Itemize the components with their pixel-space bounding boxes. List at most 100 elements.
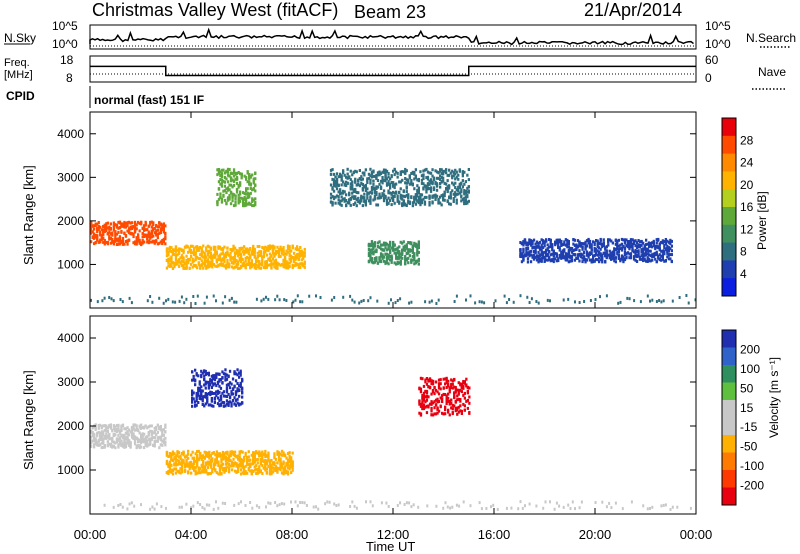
heatmap-cell	[578, 253, 581, 257]
heatmap-cell	[658, 253, 661, 257]
heatmap-cell	[430, 392, 433, 396]
heatmap-cell	[224, 466, 228, 470]
colorbar-tick-label: 50	[740, 381, 754, 395]
heatmap-cell	[551, 243, 554, 247]
heatmap-cell	[372, 186, 375, 190]
heatmap-cell	[111, 444, 114, 448]
heatmap-cell	[268, 461, 272, 465]
heatmap-cell	[421, 401, 424, 405]
heatmap-cell	[199, 503, 202, 506]
heatmap-cell	[286, 250, 290, 254]
heatmap-cell	[117, 433, 120, 437]
heatmap-cell	[283, 257, 287, 261]
heatmap-cell	[194, 251, 197, 255]
heatmap-cell	[434, 182, 437, 186]
heatmap-cell	[205, 462, 208, 465]
heatmap-cell	[238, 375, 241, 379]
heatmap-cell	[228, 369, 232, 373]
heatmap-cell	[228, 168, 231, 171]
heatmap-cell	[399, 187, 402, 191]
heatmap-cell	[598, 251, 601, 255]
heatmap-cell	[360, 299, 363, 303]
heatmap-cell	[667, 246, 670, 250]
heatmap-cell	[449, 171, 452, 175]
heatmap-cell	[162, 222, 165, 226]
heatmap-cell	[283, 264, 287, 268]
heatmap-cell	[173, 253, 176, 256]
heatmap-cell	[389, 244, 392, 248]
heatmap-cell	[422, 398, 426, 402]
heatmap-cell	[182, 260, 185, 264]
heatmap-cell	[596, 242, 599, 246]
heatmap-cell	[90, 231, 93, 235]
heatmap-cell	[417, 246, 420, 249]
heatmap-cell	[401, 197, 404, 201]
heatmap-cell	[247, 459, 250, 462]
heatmap-cell	[334, 181, 337, 185]
heatmap-cell	[280, 453, 284, 457]
heatmap-cell	[440, 175, 443, 179]
heatmap-cell	[399, 255, 402, 259]
heatmap-cell	[132, 436, 135, 440]
heatmap-cell	[421, 407, 424, 411]
heatmap-cell	[197, 468, 200, 472]
heatmap-cell	[296, 263, 299, 267]
heatmap-cell	[390, 181, 393, 184]
power-cbar-label: Power [dB]	[755, 191, 769, 250]
heatmap-cell	[240, 468, 243, 472]
heatmap-cell	[445, 402, 448, 405]
heatmap-cell	[454, 388, 457, 391]
heatmap-cell	[238, 403, 241, 407]
heatmap-cell	[369, 201, 372, 205]
heatmap-cell	[631, 245, 634, 248]
heatmap-cell	[117, 242, 120, 246]
heatmap-cell	[456, 407, 459, 411]
heatmap-cell	[358, 184, 361, 188]
heatmap-cell	[648, 249, 651, 253]
heatmap-cell	[228, 188, 231, 192]
heatmap-cell	[206, 393, 209, 397]
heatmap-cell	[558, 504, 561, 508]
heatmap-cell	[103, 296, 106, 300]
heatmap-cell	[262, 466, 265, 470]
heatmap-cell	[96, 443, 99, 447]
heatmap-cell	[210, 392, 213, 395]
heatmap-cell	[140, 423, 143, 427]
heatmap-cell	[646, 247, 649, 251]
heatmap-cell	[286, 460, 290, 464]
heatmap-cell	[461, 179, 464, 183]
heatmap-cell	[203, 252, 206, 256]
heatmap-cell	[340, 174, 343, 178]
heatmap-cell	[217, 168, 221, 172]
heatmap-cell	[355, 506, 358, 510]
heatmap-cell	[443, 198, 446, 202]
heatmap-cell	[396, 199, 399, 203]
heatmap-cell	[239, 373, 242, 377]
heatmap-cell	[203, 395, 206, 399]
heatmap-cell	[103, 436, 106, 440]
heatmap-cell	[329, 172, 333, 176]
heatmap-cell	[581, 253, 584, 257]
heatmap-cell	[373, 241, 377, 245]
heatmap-cell	[453, 396, 456, 400]
heatmap-cell	[300, 258, 303, 262]
heatmap-cell	[191, 404, 194, 408]
heatmap-cell	[158, 296, 161, 300]
heatmap-cell	[279, 457, 282, 461]
heatmap-cell	[299, 250, 302, 253]
heatmap-cell	[222, 168, 225, 172]
heatmap-cell	[222, 372, 226, 376]
heatmap-cell	[191, 260, 194, 264]
noise-right-tick-bottom: 10^0	[705, 37, 731, 51]
heatmap-cell	[413, 172, 416, 176]
heatmap-cell	[228, 386, 232, 390]
heatmap-cell	[170, 250, 173, 253]
heatmap-cell	[132, 423, 135, 427]
heatmap-cell	[399, 196, 402, 200]
heatmap-cell	[361, 204, 364, 208]
heatmap-cell	[563, 242, 566, 246]
heatmap-cell	[463, 199, 466, 203]
heatmap-cell	[666, 255, 669, 259]
heatmap-cell	[280, 263, 284, 267]
